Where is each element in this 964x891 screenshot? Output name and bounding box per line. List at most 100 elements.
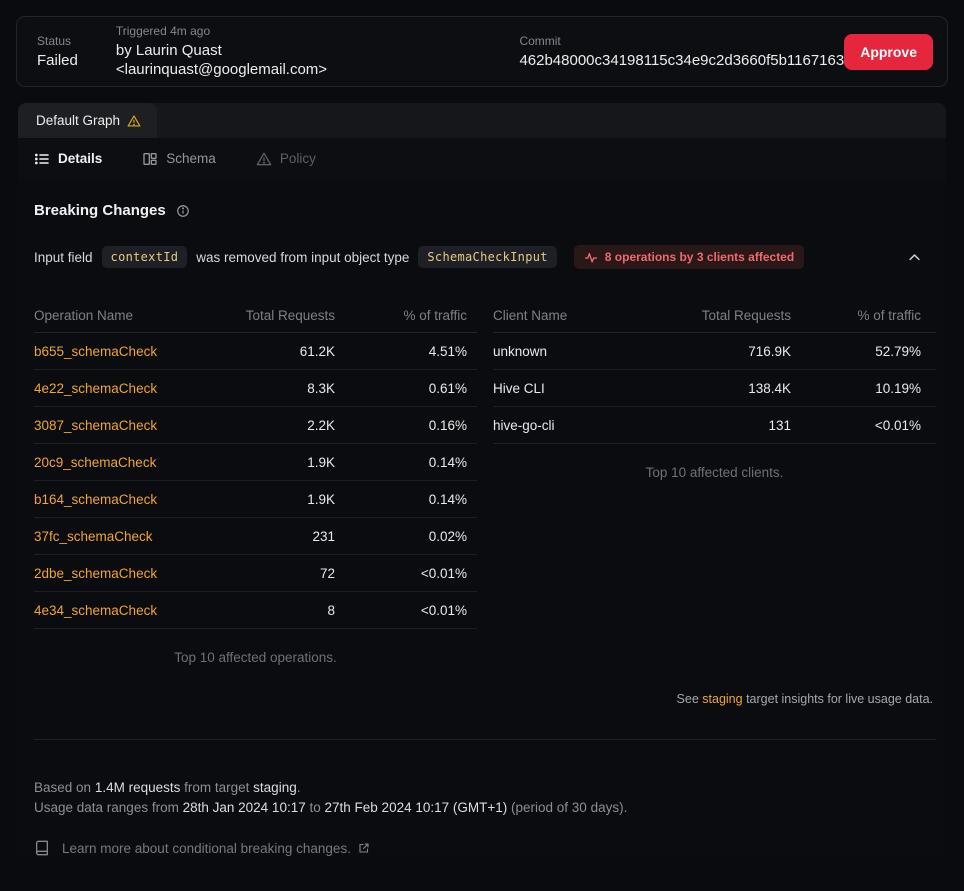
- learn-more-label: Learn more about conditional breaking ch…: [62, 840, 351, 856]
- traffic-value: 0.61%: [428, 380, 467, 396]
- operation-link[interactable]: b164_schemaCheck: [34, 491, 158, 507]
- range-post: (period of 30 days).: [511, 800, 628, 815]
- table-row: 2dbe_schemaCheck 72 <0.01%: [34, 555, 477, 592]
- requests-value: 716.9K: [748, 343, 791, 359]
- usage-post: .: [296, 780, 301, 795]
- range-to: 27th Feb 2024 10:17 (GMT+1): [324, 800, 508, 815]
- triggered-block: Triggered 4m ago by Laurin Quast <laurin…: [116, 24, 394, 79]
- table-row: 20c9_schemaCheck 1.9K 0.14%: [34, 444, 477, 481]
- traffic-value: <0.01%: [420, 565, 467, 581]
- range-pre: Usage data ranges from: [34, 800, 179, 815]
- col-traffic: % of traffic: [403, 307, 467, 323]
- status-value: Failed: [37, 51, 78, 69]
- external-link-icon: [358, 842, 370, 854]
- tab-details[interactable]: Details: [34, 151, 102, 167]
- info-icon[interactable]: [176, 204, 190, 218]
- usage-summary-line2: Usage data ranges from 28th Jan 2024 10:…: [34, 798, 936, 818]
- requests-value: 138.4K: [748, 380, 791, 396]
- requests-value: 61.2K: [299, 343, 335, 359]
- traffic-value: 0.14%: [428, 491, 467, 507]
- operation-link[interactable]: 2dbe_schemaCheck: [34, 565, 158, 581]
- tab-default-graph[interactable]: Default Graph: [18, 103, 158, 138]
- operation-link[interactable]: b655_schemaCheck: [34, 343, 158, 359]
- col-client-name: Client Name: [493, 307, 568, 323]
- status-block: Status Failed: [37, 34, 78, 70]
- clients-table-note: Top 10 affected clients.: [645, 465, 784, 480]
- staging-target-link[interactable]: staging: [702, 692, 743, 706]
- operation-link[interactable]: 4e22_schemaCheck: [34, 380, 158, 396]
- table-row: 4e34_schemaCheck 8 <0.01%: [34, 592, 477, 629]
- range-to-word: to: [309, 800, 321, 815]
- change-text-prefix: Input field: [34, 249, 93, 265]
- insights-pre: See: [676, 692, 699, 706]
- traffic-value: 0.02%: [428, 528, 467, 544]
- affected-badge-label: 8 operations by 3 clients affected: [604, 250, 795, 264]
- tab-policy-label: Policy: [279, 151, 316, 166]
- requests-value: 1.9K: [307, 491, 335, 507]
- policy-warning-icon: [256, 151, 272, 167]
- operation-link[interactable]: 37fc_schemaCheck: [34, 528, 153, 544]
- requests-value: 231: [312, 528, 335, 544]
- range-from: 28th Jan 2024 10:17: [182, 800, 306, 815]
- warning-icon: [127, 114, 141, 128]
- tab-policy[interactable]: Policy: [256, 151, 316, 167]
- col-total-requests: Total Requests: [701, 307, 791, 323]
- check-nav-strip: Details Schema Policy: [18, 138, 946, 179]
- commit-hash: 462b48000c34198115c34e9c2d3660f5b1167163: [519, 51, 845, 69]
- usage-summary: Based on 1.4M requests from target stagi…: [34, 778, 936, 818]
- insights-note: See staging target insights for live usa…: [34, 692, 936, 706]
- traffic-value: <0.01%: [874, 417, 921, 433]
- requests-value: 1.9K: [307, 454, 335, 470]
- requests-value: 2.2K: [307, 417, 335, 433]
- change-text-middle: was removed from input object type: [196, 249, 410, 265]
- book-icon: [34, 840, 50, 856]
- col-total-requests: Total Requests: [245, 307, 335, 323]
- client-name: unknown: [493, 343, 548, 359]
- table-row: 3087_schemaCheck 2.2K 0.16%: [34, 407, 477, 444]
- tab-details-label: Details: [58, 151, 103, 166]
- schema-panels-icon: [142, 151, 158, 167]
- usage-summary-line1: Based on 1.4M requests from target stagi…: [34, 778, 936, 798]
- status-label: Status: [37, 33, 72, 48]
- traffic-value: <0.01%: [420, 602, 467, 618]
- affected-operations-badge[interactable]: 8 operations by 3 clients affected: [573, 245, 805, 269]
- table-row: unknown 716.9K 52.79%: [493, 333, 936, 370]
- table-row: Hive CLI 138.4K 10.19%: [493, 370, 936, 407]
- learn-more-row: Learn more about conditional breaking ch…: [34, 840, 936, 856]
- clients-table-header: Client Name Total Requests % of traffic: [493, 298, 936, 333]
- traffic-value: 4.51%: [428, 343, 467, 359]
- traffic-value: 0.16%: [428, 417, 467, 433]
- main-card: Default Graph Details: [18, 103, 946, 856]
- graph-tab-strip: Default Graph: [18, 103, 946, 138]
- learn-more-link[interactable]: Learn more about conditional breaking ch…: [62, 841, 370, 856]
- tab-schema-label: Schema: [166, 151, 216, 166]
- usage-target: staging: [253, 780, 297, 795]
- operation-link[interactable]: 3087_schemaCheck: [34, 417, 158, 433]
- triggered-by: by Laurin Quast <laurinquast@googlemail.…: [115, 42, 328, 78]
- pulse-icon: [584, 251, 598, 264]
- operations-table: Operation Name Total Requests % of traff…: [34, 298, 477, 665]
- operation-link[interactable]: 4e34_schemaCheck: [34, 602, 158, 618]
- field-code-badge: contextId: [101, 246, 188, 268]
- table-row: b164_schemaCheck 1.9K 0.14%: [34, 481, 477, 518]
- chevron-up-icon[interactable]: [905, 248, 924, 267]
- triggered-label: Triggered 4m ago: [115, 24, 211, 38]
- breaking-change-row[interactable]: Input field contextId was removed from i…: [34, 245, 936, 269]
- requests-value: 131: [768, 417, 791, 433]
- usage-requests: 1.4M requests: [94, 780, 181, 795]
- col-traffic: % of traffic: [857, 307, 921, 323]
- requests-value: 8: [327, 602, 335, 618]
- operations-table-note: Top 10 affected operations.: [174, 650, 337, 665]
- operation-link[interactable]: 20c9_schemaCheck: [34, 454, 157, 470]
- table-row: b655_schemaCheck 61.2K 4.51%: [34, 333, 477, 370]
- list-icon: [34, 151, 50, 167]
- col-operation-name: Operation Name: [34, 307, 134, 323]
- traffic-value: 52.79%: [875, 343, 921, 359]
- graph-tab-label: Default Graph: [36, 113, 121, 128]
- breaking-changes-title: Breaking Changes: [34, 202, 166, 219]
- requests-value: 8.3K: [307, 380, 335, 396]
- tab-schema[interactable]: Schema: [142, 151, 216, 167]
- approve-button[interactable]: Approve: [844, 33, 933, 70]
- traffic-value: 10.19%: [875, 380, 921, 396]
- table-row: 37fc_schemaCheck 231 0.02%: [34, 518, 477, 555]
